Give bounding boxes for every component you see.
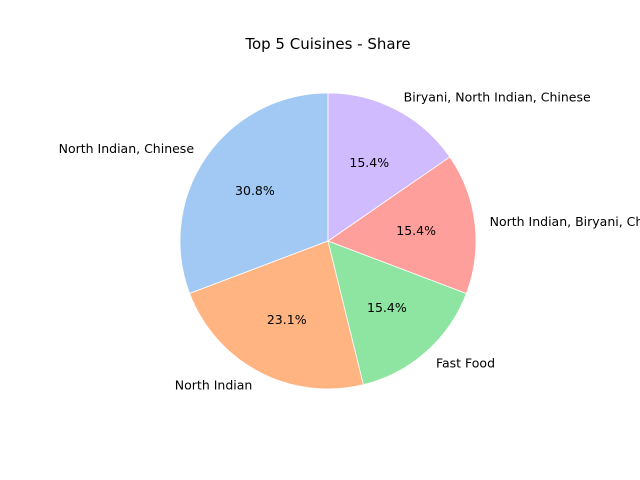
category-label-north-indian-biryani-chinese: North Indian, Biryani, Chinese (490, 214, 640, 229)
pct-label-north-indian: 23.1% (267, 312, 307, 327)
category-label-north-indian-chinese: North Indian, Chinese (59, 141, 195, 156)
category-label-north-indian: North Indian (175, 378, 253, 393)
pie-slice-north-indian (189, 240, 364, 390)
pie-slice-biryani-north-indian-chinese (327, 92, 451, 242)
pie-slice-north-indian-chinese (179, 92, 329, 294)
pie-slice-fast-food (327, 240, 467, 386)
pie-slices (179, 92, 477, 390)
pct-label-north-indian-biryani-chinese: 15.4% (396, 223, 436, 238)
pie-slice-north-indian-biryani-chinese (327, 156, 477, 294)
chart-title: Top 5 Cuisines - Share (244, 35, 410, 53)
pct-label-fast-food: 15.4% (367, 300, 407, 315)
category-label-fast-food: Fast Food (436, 355, 495, 370)
pct-label-biryani-north-indian-chinese: 15.4% (349, 155, 389, 170)
category-label-biryani-north-indian-chinese: Biryani, North Indian, Chinese (404, 89, 591, 104)
pie-labels: 30.8% North Indian, Chinese 23.1% North Ind… (59, 89, 640, 392)
pct-label-north-indian-chinese: 30.8% (235, 183, 275, 198)
